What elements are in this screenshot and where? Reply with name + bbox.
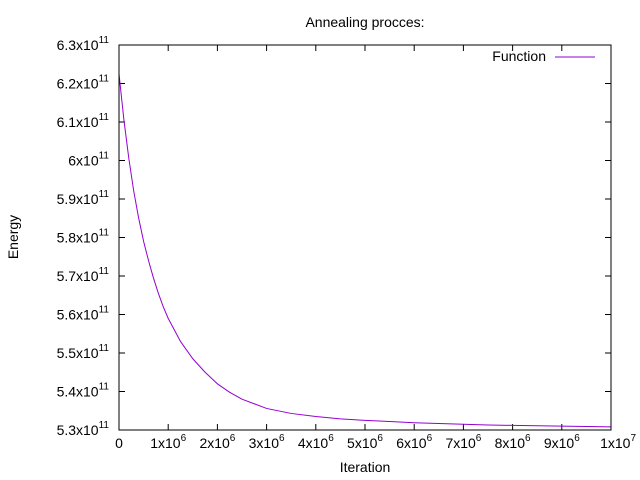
y-tick-label: 5.5x1011 — [57, 343, 110, 361]
x-tick-label: 3x106 — [249, 433, 285, 451]
x-tick-label: 9x106 — [544, 433, 580, 451]
legend-label-function: Function — [492, 48, 546, 64]
x-axis-label: Iteration — [340, 459, 391, 475]
y-tick-label: 5.9x1011 — [57, 189, 110, 207]
y-tick-label: 5.7x1011 — [57, 266, 110, 284]
x-tick-label: 1x106 — [150, 433, 186, 451]
y-tick-label: 6.3x1011 — [57, 35, 110, 53]
y-tick-label: 5.6x1011 — [57, 305, 110, 323]
y-tick-label: 6x1011 — [68, 151, 109, 169]
y-axis-ticks: 5.3x1011 5.4x1011 5.5x1011 5.6x1011 5.7x1011… — [57, 35, 611, 438]
y-tick-label: 6.2x1011 — [57, 74, 110, 92]
x-tick-label: 2x106 — [199, 433, 235, 451]
legend: Function — [492, 48, 595, 64]
y-tick-label: 6.1x1011 — [57, 112, 110, 130]
x-tick-label: 5x106 — [347, 433, 383, 451]
x-tick-label: 0 — [115, 435, 123, 451]
function-series-line — [118, 73, 612, 428]
y-axis-label: Energy — [5, 215, 21, 259]
y-tick-label: 5.8x1011 — [57, 228, 110, 246]
y-tick-label: 5.3x1011 — [57, 420, 110, 438]
x-axis-ticks: 0 1x106 2x106 3x106 4x106 5x106 6x106 7x106 8x10… — [115, 45, 636, 451]
chart-title: Annealing procces: — [305, 14, 424, 30]
x-tick-label: 6x106 — [396, 433, 432, 451]
y-tick-label: 5.4x1011 — [57, 382, 110, 400]
x-tick-label: 7x106 — [445, 433, 481, 451]
x-tick-label: 4x106 — [298, 433, 334, 451]
x-tick-label: 1x107 — [600, 433, 636, 451]
x-tick-label: 8x106 — [495, 433, 531, 451]
plot-frame — [118, 44, 612, 431]
